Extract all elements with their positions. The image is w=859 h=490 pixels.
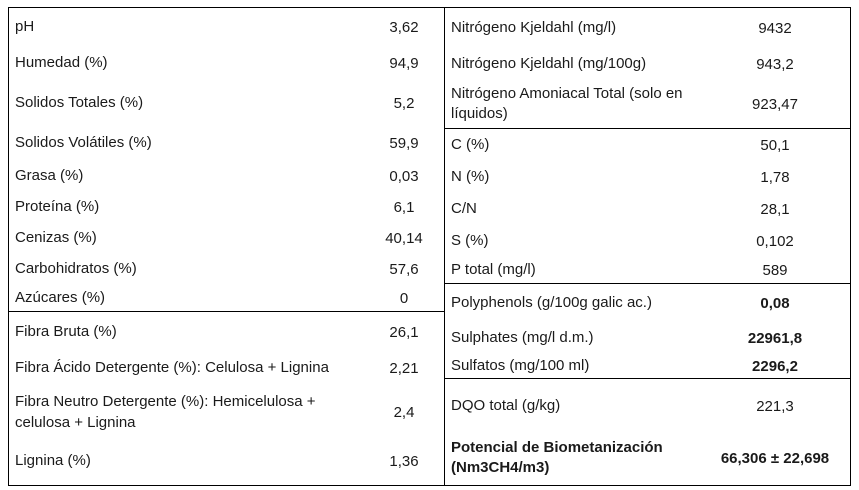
row-label: Fibra Bruta (%)	[15, 322, 117, 340]
row-label: Sulphates (mg/l d.m.)	[451, 329, 594, 347]
row-value: 5,2	[393, 94, 415, 112]
row-value: 0,102	[756, 232, 794, 250]
row-p-total: P total (mg/l) 589	[445, 257, 850, 284]
row-nitrogeno-amoniacal-total: Nitrógeno Amoniacal Total (solo en líqui…	[445, 80, 850, 129]
row-label: Lignina (%)	[15, 452, 91, 470]
row-proteina: Proteína (%) 6,1	[9, 192, 444, 223]
row-value: 2,4	[393, 404, 415, 421]
row-label: Carbohidratos (%)	[15, 260, 137, 278]
row-grasa: Grasa (%) 0,03	[9, 161, 444, 192]
table-column-right: Nitrógeno Kjeldahl (mg/l) 9432 Nitrógeno…	[444, 8, 850, 485]
row-label: Potencial de Biometanización (Nm3CH4/m3)	[451, 438, 663, 476]
row-label: DQO total (g/kg)	[451, 396, 561, 414]
row-label: Fibra Neutro Detergente (%): Hemicelulos…	[15, 393, 316, 431]
row-carbohidratos: Carbohidratos (%) 57,6	[9, 254, 444, 285]
row-nitrogeno: N (%) 1,78	[445, 162, 850, 193]
row-value: 66,306 ± 22,698	[720, 449, 830, 467]
row-value: 943,2	[756, 55, 794, 73]
row-value: 2296,2	[752, 357, 798, 375]
row-solidos-volatiles: Solidos Volátiles (%) 59,9	[9, 125, 444, 161]
row-value: 221,3	[756, 397, 794, 415]
row-label: Sulfatos (mg/100 ml)	[451, 356, 590, 374]
row-lignina: Lignina (%) 1,36	[9, 440, 444, 483]
row-azucares: Azúcares (%) 0	[9, 285, 444, 312]
row-label: C/N	[451, 199, 477, 217]
row-potencial-biometanizacion: Potencial de Biometanización (Nm3CH4/m3)…	[445, 433, 850, 483]
row-solidos-totales: Solidos Totales (%) 5,2	[9, 81, 444, 125]
row-cenizas: Cenizas (%) 40,14	[9, 223, 444, 254]
row-value: 59,9	[389, 134, 419, 152]
row-value: 40,14	[385, 230, 423, 247]
row-value: 0,08	[760, 295, 790, 312]
row-value: 28,1	[760, 200, 790, 218]
row-value: 94,9	[389, 55, 419, 72]
row-nitrogeno-kjeldahl-mgl: Nitrógeno Kjeldahl (mg/l) 9432	[445, 8, 850, 48]
row-value: 923,47	[752, 95, 798, 113]
row-azufre: S (%) 0,102	[445, 225, 850, 257]
row-sulphates: Sulphates (mg/l d.m.) 22961,8	[445, 323, 850, 354]
row-value: 6,1	[393, 199, 415, 216]
row-label: C (%)	[451, 136, 490, 154]
row-label: N (%)	[451, 168, 490, 186]
row-value: 26,1	[389, 323, 419, 341]
row-value: 57,6	[389, 261, 419, 278]
row-ph: pH 3,62	[9, 8, 444, 46]
row-value: 2,21	[389, 360, 419, 377]
analysis-table: pH 3,62 Humedad (%) 94,9 Solidos Totales…	[8, 7, 851, 486]
row-cn-ratio: C/N 28,1	[445, 193, 850, 225]
row-fibra-bruta: Fibra Bruta (%) 26,1	[9, 312, 444, 352]
row-label: Nitrógeno Kjeldahl (mg/100g)	[451, 54, 647, 72]
row-label: Proteína (%)	[15, 198, 100, 216]
row-label: Azúcares (%)	[15, 288, 106, 306]
row-value: 1,78	[760, 169, 790, 186]
row-label: Nitrógeno Kjeldahl (mg/l)	[451, 18, 617, 36]
row-value: 22961,8	[747, 330, 803, 347]
row-value: 0,03	[389, 168, 419, 185]
row-fibra-acido-detergente: Fibra Ácido Detergente (%): Celulosa + L…	[9, 352, 444, 385]
row-label: Humedad (%)	[15, 54, 108, 72]
table-column-left: pH 3,62 Humedad (%) 94,9 Solidos Totales…	[9, 8, 444, 485]
row-label: P total (mg/l)	[451, 260, 536, 278]
row-dqo-total: DQO total (g/kg) 221,3	[445, 379, 850, 433]
row-label: Nitrógeno Amoniacal Total (solo en líqui…	[451, 84, 683, 122]
row-value: 50,1	[760, 137, 790, 154]
row-carbono: C (%) 50,1	[445, 129, 850, 162]
row-label: Solidos Volátiles (%)	[15, 133, 152, 151]
row-label: S (%)	[451, 231, 489, 249]
row-label: Fibra Ácido Detergente (%): Celulosa + L…	[15, 359, 329, 377]
row-label: Polyphenols (g/100g galic ac.)	[451, 294, 652, 312]
row-label: Grasa (%)	[15, 167, 84, 185]
row-label: pH	[15, 17, 35, 35]
row-label: Cenizas (%)	[15, 229, 97, 247]
row-value: 9432	[758, 19, 792, 37]
row-fibra-neutro-detergente: Fibra Neutro Detergente (%): Hemicelulos…	[9, 385, 444, 440]
row-value: 589	[762, 261, 788, 279]
row-label: Solidos Totales (%)	[15, 93, 144, 111]
row-value: 0	[399, 289, 409, 307]
row-value: 3,62	[389, 18, 419, 36]
row-nitrogeno-kjeldahl-mg100g: Nitrógeno Kjeldahl (mg/100g) 943,2	[445, 48, 850, 80]
row-humedad: Humedad (%) 94,9	[9, 46, 444, 81]
row-sulfatos: Sulfatos (mg/100 ml) 2296,2	[445, 354, 850, 379]
row-polyphenols: Polyphenols (g/100g galic ac.) 0,08	[445, 284, 850, 323]
row-value: 1,36	[389, 453, 419, 470]
